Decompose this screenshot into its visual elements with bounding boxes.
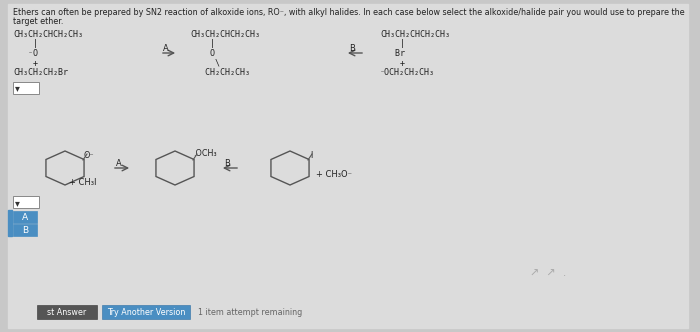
Text: A: A (163, 44, 169, 53)
Text: +: + (13, 58, 38, 67)
Text: CH₃CH₂CHCH₂CH₃: CH₃CH₂CHCH₂CH₃ (380, 30, 450, 39)
Text: CH₃CH₂CHCH₂CH₃: CH₃CH₂CHCH₂CH₃ (190, 30, 260, 39)
Text: |: | (380, 40, 405, 48)
Text: B: B (224, 159, 230, 168)
Text: ⁻O: ⁻O (13, 49, 38, 58)
Text: O: O (190, 49, 215, 58)
Bar (8, 210, 12, 236)
Text: + CH₃O⁻: + CH₃O⁻ (316, 170, 352, 179)
Bar (13, 211, 37, 223)
Text: I: I (310, 151, 312, 160)
Polygon shape (156, 151, 194, 185)
Polygon shape (271, 151, 309, 185)
Text: A: A (22, 213, 28, 222)
Bar (102, 305, 190, 319)
Text: O⁻: O⁻ (83, 151, 94, 160)
Text: \: \ (190, 58, 220, 67)
Text: Br: Br (380, 49, 405, 58)
Text: CH₃CH₂CHCH₂CH₃: CH₃CH₂CHCH₂CH₃ (13, 30, 83, 39)
Text: 1 item attempt remaining: 1 item attempt remaining (198, 308, 302, 317)
Bar (37, 305, 97, 319)
Text: ▾: ▾ (15, 198, 20, 208)
Text: ⁻OCH₂CH₂CH₃: ⁻OCH₂CH₂CH₃ (380, 68, 435, 77)
Text: st Answer: st Answer (48, 308, 87, 317)
Text: |: | (190, 40, 215, 48)
Text: .OCH₃: .OCH₃ (193, 149, 216, 158)
Text: CH₂CH₂CH₃: CH₂CH₂CH₃ (190, 68, 250, 77)
Text: +: + (380, 58, 405, 67)
Text: ↗  ↗  .: ↗ ↗ . (530, 268, 566, 278)
Text: target ether.: target ether. (13, 17, 64, 26)
Text: + CH₃I: + CH₃I (69, 178, 97, 187)
Text: B: B (22, 226, 28, 235)
Text: ▾: ▾ (15, 84, 20, 94)
Text: B: B (349, 44, 355, 53)
Text: Ethers can often be prepared by SN2 reaction of alkoxide ions, RO⁻, with alkyl h: Ethers can often be prepared by SN2 reac… (13, 8, 685, 17)
Text: A: A (116, 159, 122, 168)
Bar (13, 81, 39, 94)
Bar (13, 196, 39, 208)
Polygon shape (46, 151, 84, 185)
Text: Try Another Version: Try Another Version (107, 308, 186, 317)
Bar (13, 224, 37, 236)
Text: |: | (13, 40, 38, 48)
Text: CH₃CH₂CH₂Br: CH₃CH₂CH₂Br (13, 68, 68, 77)
